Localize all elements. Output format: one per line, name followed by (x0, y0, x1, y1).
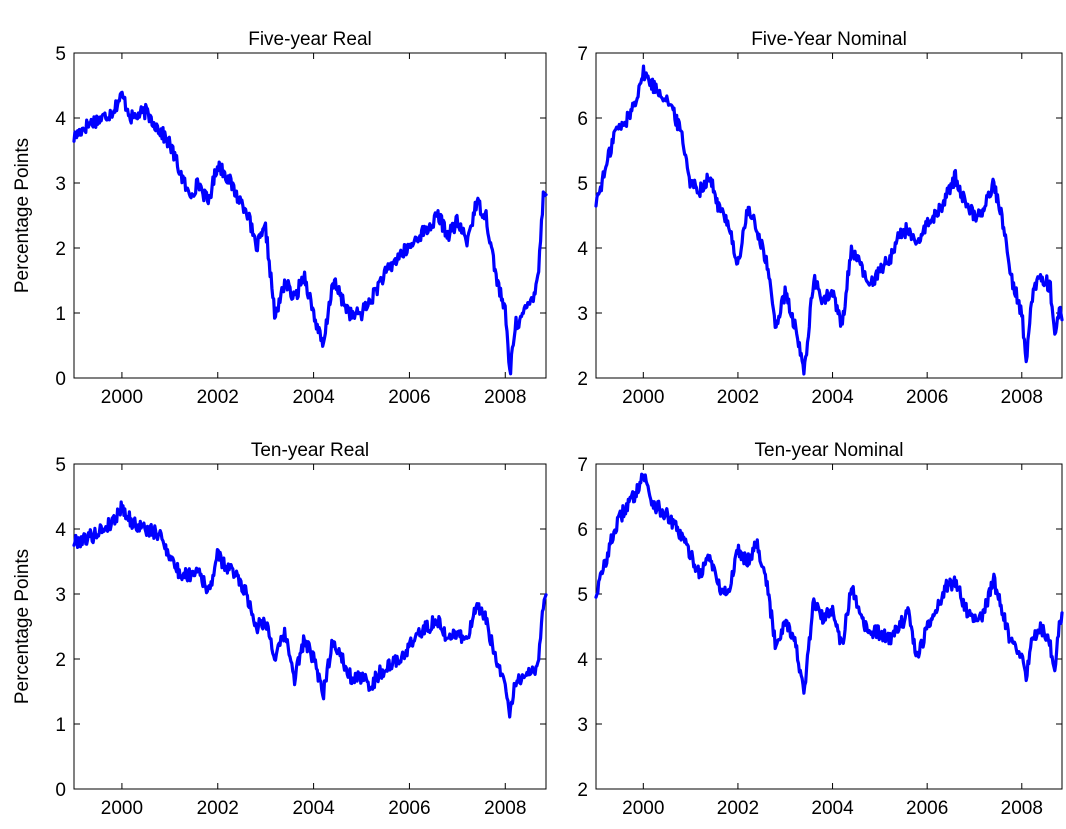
axes-box (73, 52, 547, 379)
y-tick-label: 2 (55, 239, 66, 260)
chart-panel-1: Five-year Real Percentage Points 0 1 2 3 4 5 200… (12, 29, 548, 408)
y-tick-label: 6 (577, 520, 588, 541)
series-line (72, 90, 548, 376)
chart-panel-2: Five-Year Nominal 2 3 4 5 6 7 2000 2002 2004 2006 2… (577, 29, 1064, 408)
x-tick-label: 2008 (1001, 387, 1043, 408)
x-tick-label: 2000 (622, 798, 664, 819)
y-tick-label: 4 (577, 239, 588, 260)
x-tick-label: 2002 (717, 387, 759, 408)
axes-box (595, 463, 1063, 790)
y-tick-label: 2 (577, 369, 588, 390)
x-tick-label: 2006 (906, 798, 948, 819)
y-tick-label: 3 (55, 174, 66, 195)
axes-box (595, 52, 1063, 379)
y-tick-label: 2 (577, 780, 588, 801)
y-tick-label: 5 (577, 585, 588, 606)
y-tick-label: 6 (577, 109, 588, 130)
y-tick-label: 0 (55, 780, 66, 801)
y-tick-label: 2 (55, 650, 66, 671)
x-tick-label: 2000 (622, 387, 664, 408)
y-tick-label: 0 (55, 369, 66, 390)
x-tick-label: 2000 (101, 387, 143, 408)
x-tick-label: 2006 (388, 798, 430, 819)
y-tick-label: 5 (577, 174, 588, 195)
chart-title: Ten-year Nominal (755, 440, 904, 461)
y-tick-label: 7 (577, 455, 588, 476)
x-tick-label: 2006 (388, 387, 430, 408)
x-tick-label: 2002 (717, 798, 759, 819)
y-tick-label: 4 (577, 650, 588, 671)
x-tick-label: 2000 (101, 798, 143, 819)
x-tick-label: 2004 (292, 798, 335, 819)
chart-title: Five-year Real (248, 29, 372, 50)
x-tick-label: 2008 (484, 387, 526, 408)
x-tick-label: 2004 (292, 387, 335, 408)
y-tick-label: 3 (55, 585, 66, 606)
x-tick-label: 2006 (906, 387, 948, 408)
chart-title: Ten-year Real (251, 440, 369, 461)
y-tick-label: 3 (577, 715, 588, 736)
y-tick-label: 1 (55, 304, 66, 325)
y-tick-label: 4 (55, 520, 66, 541)
x-tick-label: 2004 (811, 798, 854, 819)
chart-panel-4: Ten-year Nominal 2 3 4 5 6 7 2000 2002 2004 2006 20… (577, 440, 1064, 819)
x-tick-label: 2008 (1001, 798, 1043, 819)
y-tick-label: 1 (55, 715, 66, 736)
x-tick-label: 2008 (484, 798, 526, 819)
x-tick-label: 2004 (811, 387, 854, 408)
y-axis-label: Percentage Points (12, 138, 33, 293)
x-tick-label: 2002 (197, 798, 239, 819)
x-tick-label: 2002 (197, 387, 239, 408)
series-line (594, 64, 1064, 376)
y-tick-label: 4 (55, 109, 66, 130)
chart-title: Five-Year Nominal (751, 29, 907, 50)
y-axis-label: Percentage Points (12, 549, 33, 704)
y-tick-label: 5 (55, 455, 66, 476)
y-tick-label: 5 (55, 44, 66, 65)
y-tick-label: 7 (577, 44, 588, 65)
chart-panel-3: Ten-year Real Percentage Points 0 1 2 3 4 5 2000… (12, 440, 548, 819)
y-tick-label: 3 (577, 304, 588, 325)
axes-box (73, 463, 547, 790)
series-line (72, 500, 548, 719)
series-line (594, 472, 1064, 695)
